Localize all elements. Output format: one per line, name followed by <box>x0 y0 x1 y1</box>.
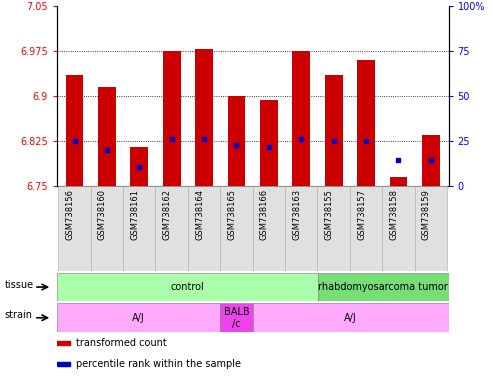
Bar <box>228 96 246 186</box>
Text: GSM738162: GSM738162 <box>163 189 172 240</box>
Bar <box>415 186 447 271</box>
Bar <box>66 75 83 186</box>
Bar <box>155 186 188 271</box>
Text: transformed count: transformed count <box>76 338 167 348</box>
Bar <box>220 303 252 332</box>
Bar <box>260 100 278 186</box>
Bar <box>389 177 407 186</box>
Text: BALB
/c: BALB /c <box>223 307 249 329</box>
Bar <box>57 273 318 301</box>
Text: GSM738159: GSM738159 <box>422 189 431 240</box>
Bar <box>252 186 285 271</box>
Bar <box>58 186 91 271</box>
Bar <box>91 186 123 271</box>
Bar <box>130 147 148 186</box>
Bar <box>57 341 70 345</box>
Bar <box>318 273 449 301</box>
Bar <box>350 186 382 271</box>
Bar <box>422 135 440 186</box>
Bar <box>317 186 350 271</box>
Bar <box>57 303 220 332</box>
Text: tissue: tissue <box>4 280 34 290</box>
Bar <box>57 362 70 366</box>
Text: GSM738166: GSM738166 <box>260 189 269 240</box>
Text: GSM738164: GSM738164 <box>195 189 204 240</box>
Bar <box>292 51 310 186</box>
Text: strain: strain <box>4 310 33 321</box>
Text: GSM738156: GSM738156 <box>66 189 74 240</box>
Text: A/J: A/J <box>132 313 145 323</box>
Bar <box>195 49 213 186</box>
Bar <box>325 75 343 186</box>
Text: GSM738157: GSM738157 <box>357 189 366 240</box>
Text: A/J: A/J <box>344 313 357 323</box>
Bar <box>98 87 116 186</box>
Bar <box>285 186 317 271</box>
Text: GSM738158: GSM738158 <box>389 189 398 240</box>
Bar <box>188 186 220 271</box>
Bar <box>252 303 449 332</box>
Text: GSM738161: GSM738161 <box>130 189 140 240</box>
Text: rhabdomyosarcoma tumor: rhabdomyosarcoma tumor <box>318 282 448 292</box>
Bar <box>163 51 180 186</box>
Text: GSM738163: GSM738163 <box>292 189 301 240</box>
Text: GSM738155: GSM738155 <box>325 189 334 240</box>
Bar <box>220 186 252 271</box>
Bar <box>382 186 415 271</box>
Bar <box>357 60 375 186</box>
Text: control: control <box>171 282 204 292</box>
Text: percentile rank within the sample: percentile rank within the sample <box>76 359 241 369</box>
Text: GSM738160: GSM738160 <box>98 189 107 240</box>
Text: GSM738165: GSM738165 <box>227 189 237 240</box>
Bar <box>123 186 155 271</box>
